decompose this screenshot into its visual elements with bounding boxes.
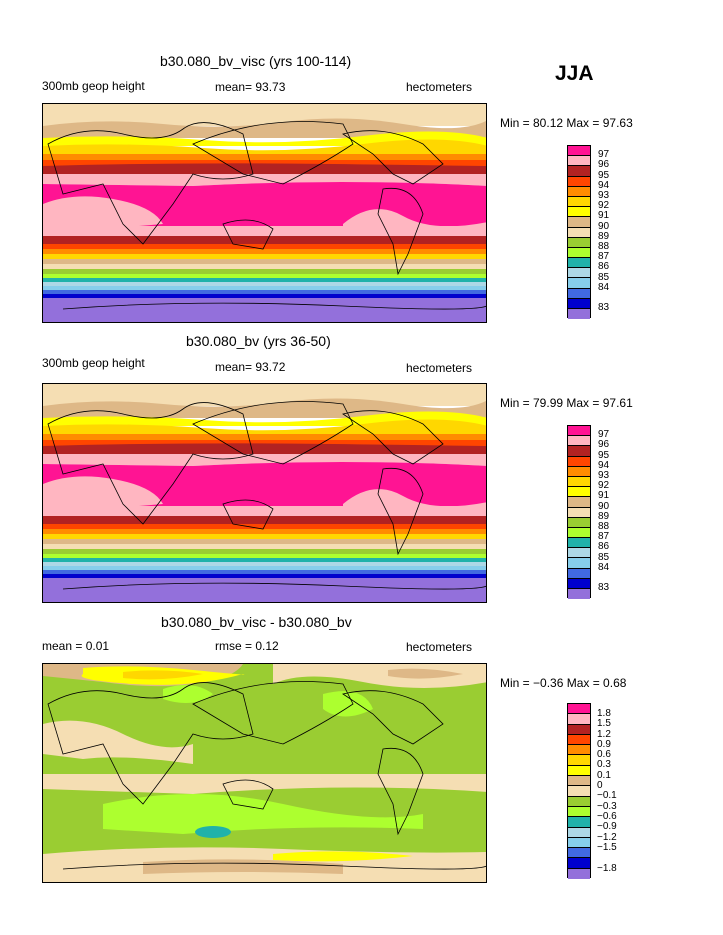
- panel-3-colorbar-label: 0.9: [597, 739, 611, 750]
- panel-1-units-label: hectometers: [406, 80, 473, 94]
- panel-2-minmax: Min = 79.99 Max = 97.61: [500, 396, 633, 410]
- panel-2-colorbar-label: 88: [598, 521, 610, 532]
- panel-2-colorbar-label: 97: [598, 429, 610, 440]
- panel-3-minmax: Min = −0.36 Max = 0.68: [500, 676, 627, 690]
- panel-2-colorbar-label: 83: [598, 582, 610, 593]
- panel-1-colorbar-label: 92: [598, 200, 610, 211]
- panel-3-colorbar-label: 1.8: [597, 708, 611, 719]
- panel-3-title: b30.080_bv_visc - b30.080_bv: [161, 614, 352, 630]
- panel-1-colorbar-label: 84: [598, 282, 610, 293]
- panel-2-colorbar-label: 87: [598, 531, 610, 542]
- panel-3-units-label: hectometers: [406, 640, 473, 654]
- panel-2-variable-label: 300mb geop height: [42, 356, 145, 370]
- panel-1-colorbar-label: 87: [598, 251, 610, 262]
- panel-2-contour-plot: [43, 384, 486, 602]
- panel-1-colorbar-label: 86: [598, 261, 610, 272]
- panel-1-colorbar-label: 97: [598, 149, 610, 160]
- panel-1-title: b30.080_bv_visc (yrs 100-114): [160, 53, 352, 69]
- panel-3-colorbar-label: −0.3: [597, 801, 617, 812]
- panel-3-colorbar-label: −0.1: [597, 790, 617, 801]
- panel-3-colorbar-label: −1.8: [597, 863, 617, 874]
- panel-2-colorbar-label: 93: [598, 470, 610, 481]
- panel-1-colorbar-label: 85: [598, 272, 610, 283]
- panel-1-mean-label: mean= 93.73: [215, 80, 286, 94]
- panel-1-colorbar-label: 83: [598, 302, 610, 313]
- panel-2-colorbar-label: 84: [598, 562, 610, 573]
- panel-2-colorbar-label: 94: [598, 460, 610, 471]
- panel-1-minmax: Min = 80.12 Max = 97.63: [500, 116, 633, 130]
- panel-2-mean-label: mean= 93.72: [215, 360, 286, 374]
- panel-1-variable-label: 300mb geop height: [42, 79, 145, 93]
- panel-2-colorbar-label: 85: [598, 552, 610, 563]
- panel-2-colorbar-label: 86: [598, 541, 610, 552]
- panel-3-colorbar-label: −1.2: [597, 832, 617, 843]
- panel-3-colorbar-label: 0.1: [597, 770, 611, 781]
- panel-2-units-label: hectometers: [406, 361, 473, 375]
- panel-1-colorbar-label: 89: [598, 231, 610, 242]
- season-label: JJA: [555, 62, 594, 85]
- panel-1-colorbar: [567, 145, 591, 320]
- panel-3-map: [42, 663, 487, 883]
- panel-1-contour-plot: [43, 104, 486, 322]
- panel-1-colorbar-label: 96: [598, 159, 610, 170]
- panel-1-map: [42, 103, 487, 323]
- panel-2-colorbar-label: 90: [598, 501, 610, 512]
- panel-2-colorbar-label: 95: [598, 450, 610, 461]
- panel-2-colorbar: [567, 425, 591, 600]
- panel-2-colorbar-label: 96: [598, 439, 610, 450]
- panel-1-colorbar-label: 90: [598, 221, 610, 232]
- panel-3-colorbar-label: −0.9: [597, 821, 617, 832]
- panel-3-colorbar-label: −1.5: [597, 842, 617, 853]
- panel-3-rmse-label: rmse = 0.12: [215, 639, 279, 653]
- panel-3-mean-label: mean = 0.01: [42, 639, 110, 653]
- panel-3-colorbar-label: 0: [597, 780, 603, 791]
- panel-3-colorbar-label: 0.3: [597, 759, 611, 770]
- panel-3-colorbar-label: 1.5: [597, 718, 611, 729]
- panel-2-map: [42, 383, 487, 603]
- panel-2-colorbar-label: 91: [598, 490, 610, 501]
- panel-3-colorbar-label: 0.6: [597, 749, 611, 760]
- panel-3-contour-plot: [43, 664, 486, 882]
- panel-1-colorbar-label: 94: [598, 180, 610, 191]
- panel-2-title: b30.080_bv (yrs 36-50): [186, 333, 331, 349]
- panel-1-colorbar-label: 93: [598, 190, 610, 201]
- panel-1-colorbar-label: 95: [598, 170, 610, 181]
- panel-3-colorbar-label: 1.2: [597, 729, 611, 740]
- panel-3-colorbar: [567, 703, 591, 880]
- panel-1-colorbar-label: 88: [598, 241, 610, 252]
- panel-2-colorbar-label: 92: [598, 480, 610, 491]
- panel-1-colorbar-label: 91: [598, 210, 610, 221]
- panel-2-colorbar-label: 89: [598, 511, 610, 522]
- panel-3-colorbar-label: −0.6: [597, 811, 617, 822]
